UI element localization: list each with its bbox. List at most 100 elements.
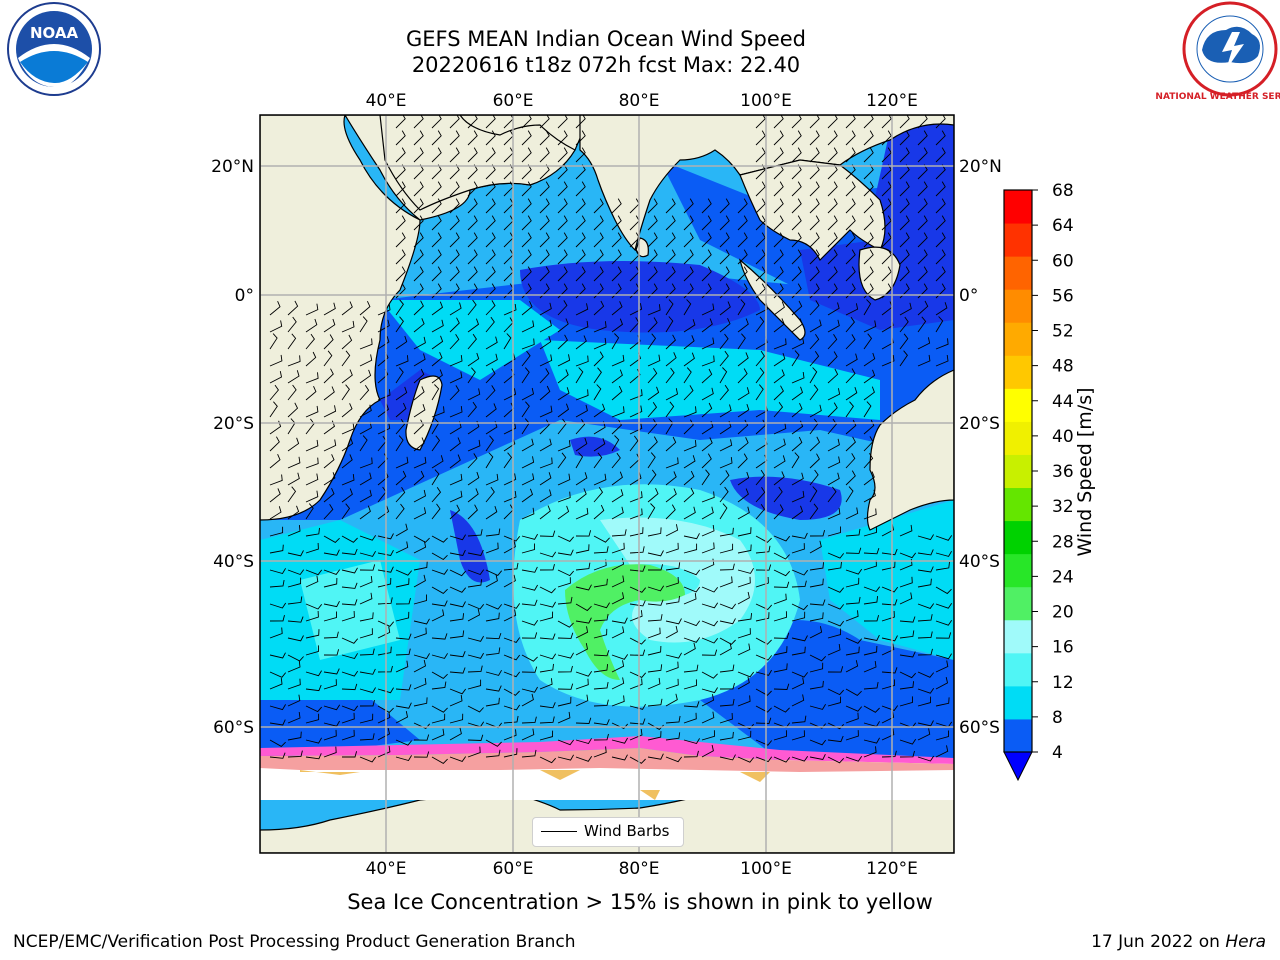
wind-barb — [791, 386, 804, 401]
wind-barb — [737, 318, 749, 333]
wind-barb — [593, 351, 604, 367]
wind-barb — [701, 355, 715, 367]
wind-barb — [269, 568, 286, 575]
wind-barb — [377, 687, 394, 694]
wind-barb — [413, 368, 425, 384]
wind-barb — [431, 319, 444, 333]
wind-barb — [647, 232, 658, 248]
wind-barb — [521, 632, 538, 639]
wind-barb — [683, 506, 696, 520]
wind-barb — [791, 505, 804, 520]
wind-barb — [467, 453, 478, 469]
wind-barb — [863, 453, 874, 469]
wind-barb — [629, 546, 645, 554]
wind-barb — [521, 215, 532, 231]
colorbar-segment — [1004, 718, 1032, 753]
wind-region — [870, 120, 954, 260]
wind-barb — [269, 580, 285, 588]
wind-barb — [809, 384, 819, 401]
wind-barb — [539, 147, 550, 163]
wind-barb — [593, 602, 610, 609]
wind-region — [540, 340, 880, 420]
wind-barb — [755, 367, 765, 384]
wind-barb — [521, 456, 535, 469]
wind-barb — [431, 705, 448, 713]
wind-barb — [341, 712, 355, 724]
wind-barb — [413, 215, 424, 231]
wind-barb — [809, 626, 823, 639]
wind-barb — [521, 301, 533, 316]
wind-barb — [863, 386, 875, 401]
wind-barb — [611, 489, 624, 503]
wind-barb — [575, 694, 589, 707]
wind-barb — [791, 198, 802, 214]
wind-barb — [845, 688, 862, 696]
wind-barb — [395, 648, 411, 656]
colorbar-tick-label: 4 — [1052, 743, 1063, 763]
wind-barb — [701, 368, 713, 384]
wind-barb — [557, 334, 568, 350]
wind-barb — [737, 266, 748, 282]
wind-barb — [899, 232, 910, 248]
wind-barb — [899, 651, 916, 658]
wind-barb — [575, 717, 592, 724]
wind-barb — [341, 301, 353, 316]
wind-barb — [863, 147, 874, 163]
wind-barb — [287, 635, 304, 642]
wind-barb — [467, 488, 479, 503]
wind-barb — [395, 597, 411, 605]
wind-barb — [845, 577, 860, 588]
wind-barb — [827, 620, 845, 627]
wind-barb — [719, 470, 730, 486]
wind-barb — [341, 637, 359, 644]
wind-barb — [593, 682, 609, 690]
wind-barb — [917, 696, 932, 707]
wind-barb — [701, 469, 710, 486]
wind-barb — [323, 668, 340, 675]
wind-barb — [665, 576, 679, 588]
wind-barb — [539, 319, 552, 333]
wind-barb — [611, 435, 620, 452]
wind-barb — [413, 353, 426, 367]
wind-barb — [701, 437, 713, 452]
wind-barb — [827, 418, 837, 435]
wind-barb — [431, 249, 442, 265]
wind-barb — [773, 611, 787, 622]
wind-barb — [719, 637, 736, 645]
wind-barb — [305, 490, 319, 503]
wind-barb — [755, 564, 772, 571]
wind-barb — [485, 647, 501, 656]
wind-barb — [377, 319, 390, 333]
wind-barb — [449, 266, 460, 282]
wind-barb — [629, 756, 646, 764]
wind-barb — [737, 506, 750, 520]
wind-barb — [773, 593, 787, 605]
wind-barb — [773, 552, 790, 560]
wind-barb — [863, 419, 875, 435]
wind-barb — [629, 389, 643, 401]
wind-barb — [485, 739, 502, 747]
wind-barb — [503, 422, 517, 435]
wind-barb — [737, 471, 750, 486]
wind-barb — [665, 524, 679, 537]
wind-barb — [827, 438, 840, 452]
wind-barb — [485, 435, 494, 452]
wind-barb — [647, 249, 658, 265]
wind-barb — [737, 333, 746, 350]
legend: Wind Barbs — [532, 817, 684, 847]
graticule — [260, 115, 954, 853]
wind-barb — [485, 542, 499, 554]
wind-barb — [899, 333, 909, 350]
wind-barb — [539, 586, 556, 594]
wind-barb — [755, 232, 766, 248]
wind-barb — [809, 722, 827, 729]
wind-barb — [863, 249, 874, 265]
wind-barb — [305, 318, 318, 333]
wind-barb — [755, 130, 766, 146]
wind-barb — [827, 643, 841, 656]
wind-barb — [413, 541, 427, 554]
wind-barb — [917, 266, 928, 282]
wind-barb — [881, 548, 898, 556]
wind-barb — [521, 147, 532, 163]
wind-barb — [467, 130, 478, 146]
